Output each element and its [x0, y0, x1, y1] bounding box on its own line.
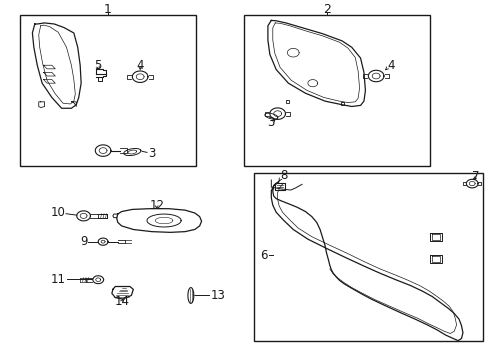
Bar [254, 173, 483, 341]
Text: 12: 12 [149, 199, 164, 212]
Text: 1: 1 [104, 3, 112, 16]
Text: 9: 9 [80, 235, 87, 248]
Text: 11: 11 [51, 273, 66, 286]
Bar [244, 15, 429, 166]
Text: 3: 3 [148, 147, 155, 159]
Text: 3: 3 [267, 116, 274, 129]
Text: 7: 7 [471, 170, 479, 183]
Text: 8: 8 [279, 169, 286, 182]
Text: 10: 10 [50, 207, 65, 220]
Text: 4: 4 [386, 59, 394, 72]
Text: 14: 14 [115, 296, 130, 309]
Text: 4: 4 [136, 59, 143, 72]
Bar [20, 15, 195, 166]
Text: 2: 2 [323, 3, 331, 16]
Text: 13: 13 [210, 289, 225, 302]
Text: 6: 6 [260, 249, 267, 262]
Text: 5: 5 [94, 59, 102, 72]
